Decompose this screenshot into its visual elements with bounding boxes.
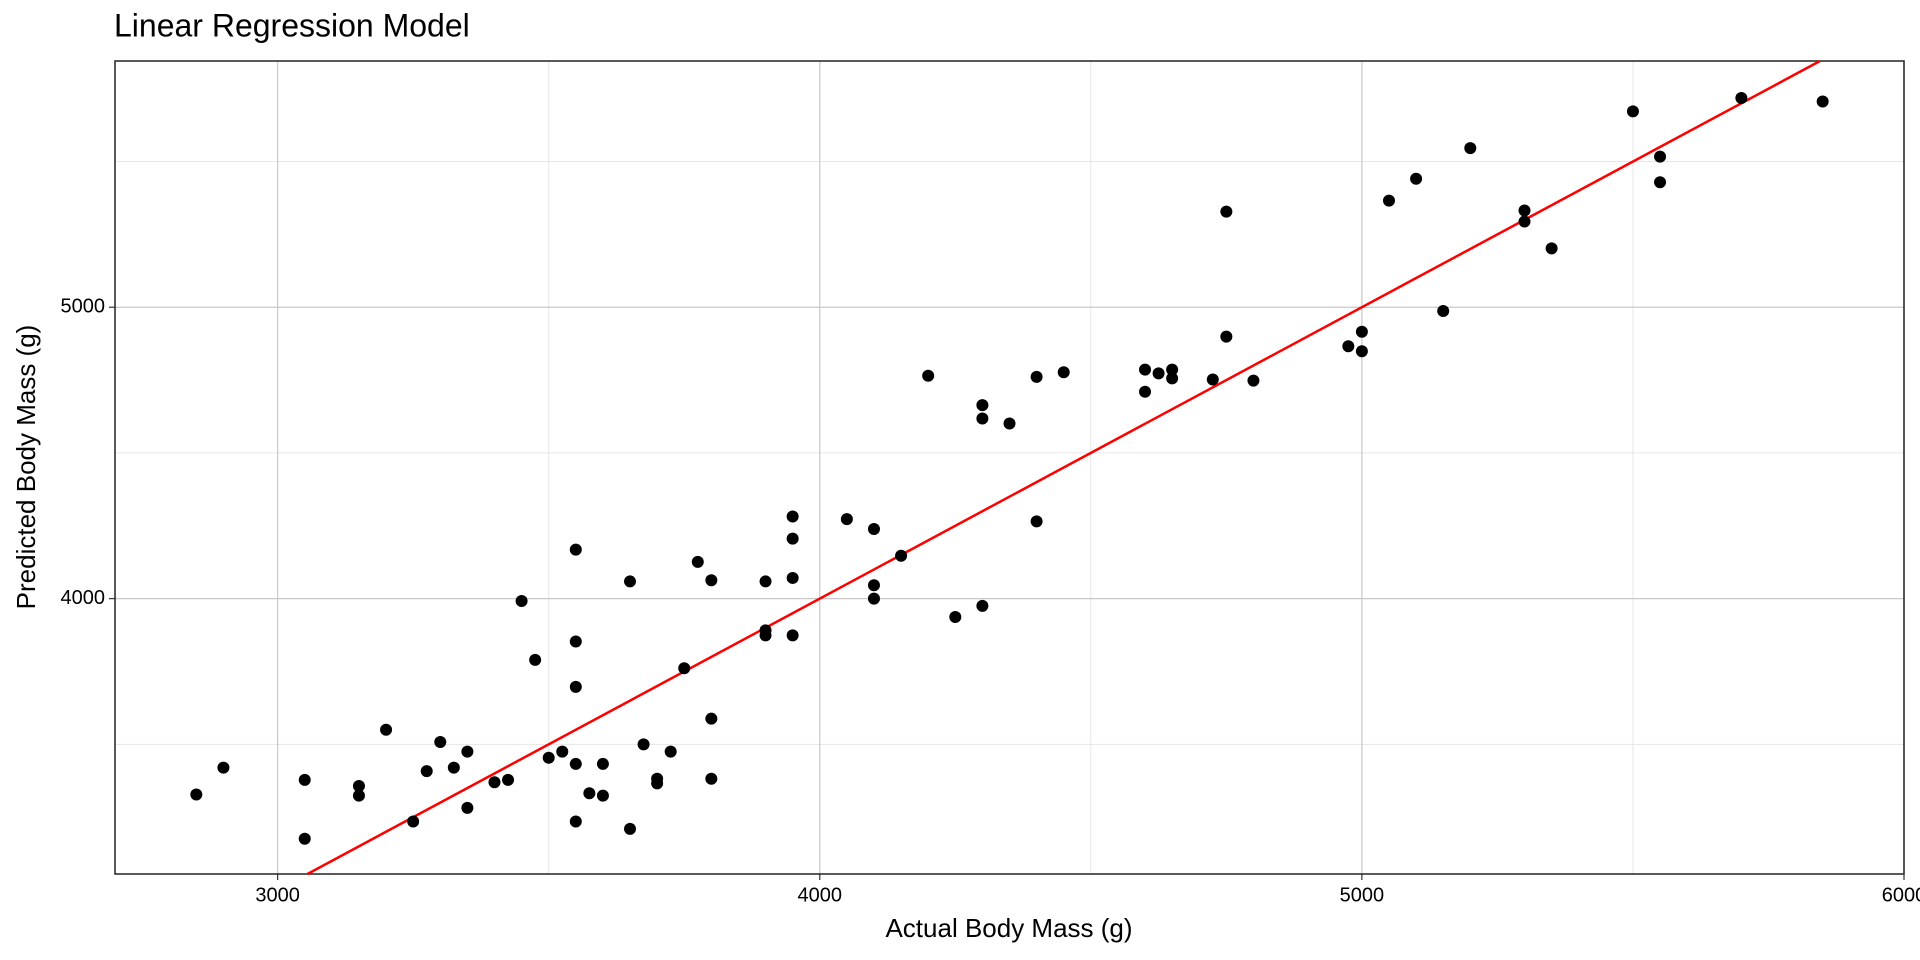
data-point	[678, 662, 691, 675]
data-point	[976, 412, 989, 425]
data-point	[1152, 367, 1165, 380]
data-point	[488, 776, 501, 789]
data-point	[1816, 95, 1829, 108]
chart-title: Linear Regression Model	[114, 7, 470, 43]
data-point	[1735, 92, 1748, 105]
data-point	[1030, 370, 1043, 383]
data-point	[217, 761, 230, 774]
data-point	[596, 789, 609, 802]
data-point	[691, 555, 704, 568]
data-point	[515, 594, 528, 607]
data-point	[664, 745, 677, 758]
data-point	[380, 723, 393, 736]
data-point	[949, 610, 962, 623]
data-point	[298, 773, 311, 786]
data-point	[786, 510, 799, 523]
x-tick-label: 4000	[798, 884, 843, 906]
data-point	[895, 549, 908, 562]
x-tick-label: 6000	[1882, 884, 1920, 906]
data-point	[407, 815, 420, 828]
data-point	[651, 777, 664, 790]
data-point	[1166, 372, 1179, 385]
plot-border	[114, 60, 1905, 875]
data-point	[637, 738, 650, 751]
data-point	[569, 680, 582, 693]
data-point	[1220, 330, 1233, 343]
data-point	[705, 712, 718, 725]
data-point	[529, 653, 542, 666]
data-point	[705, 772, 718, 785]
data-point	[1355, 345, 1368, 358]
data-point	[502, 773, 515, 786]
y-axis-title: Predicted Body Mass (g)	[11, 325, 41, 610]
data-point	[1247, 374, 1260, 387]
data-point	[976, 399, 989, 412]
data-point	[624, 822, 637, 835]
data-point	[1003, 417, 1016, 430]
data-point	[298, 832, 311, 845]
data-point	[1166, 363, 1179, 376]
data-point	[922, 369, 935, 382]
data-point	[1654, 176, 1667, 189]
y-tick-label: 4000	[61, 587, 106, 609]
data-point	[596, 757, 609, 770]
data-point	[624, 575, 637, 588]
data-point	[1518, 215, 1531, 228]
data-point	[1057, 366, 1070, 379]
fit-line	[306, 59, 1821, 876]
data-point	[976, 599, 989, 612]
data-point	[786, 629, 799, 642]
y-tick-label: 5000	[61, 296, 106, 318]
data-point	[1410, 172, 1423, 185]
data-point	[461, 801, 474, 814]
data-point	[569, 815, 582, 828]
data-point	[352, 779, 365, 792]
data-point	[1654, 150, 1667, 163]
data-point	[1030, 515, 1043, 528]
data-point	[1626, 105, 1639, 118]
data-point	[569, 635, 582, 648]
data-point	[569, 543, 582, 556]
data-point	[1342, 340, 1355, 353]
data-point	[759, 629, 772, 642]
x-tick-label: 3000	[255, 884, 300, 906]
data-point	[786, 571, 799, 584]
data-point	[190, 788, 203, 801]
data-point	[1545, 242, 1558, 255]
data-point	[1382, 194, 1395, 207]
data-point	[759, 575, 772, 588]
data-point	[447, 761, 460, 774]
data-point	[840, 513, 853, 526]
data-point	[1139, 385, 1152, 398]
data-point	[786, 532, 799, 545]
data-point	[542, 751, 555, 764]
data-point	[1139, 363, 1152, 376]
data-point	[1437, 305, 1450, 318]
data-point	[867, 592, 880, 605]
data-point	[583, 787, 596, 800]
data-point	[556, 745, 569, 758]
data-point	[461, 745, 474, 758]
data-point	[867, 579, 880, 592]
data-point	[1206, 373, 1219, 386]
data-point	[352, 789, 365, 802]
x-axis-title: Actual Body Mass (g)	[885, 913, 1132, 943]
data-point	[1464, 142, 1477, 155]
x-tick-label: 5000	[1340, 884, 1385, 906]
data-point	[569, 757, 582, 770]
data-point	[1355, 325, 1368, 338]
data-point	[434, 735, 447, 748]
data-point	[705, 574, 718, 587]
data-point	[420, 765, 433, 778]
data-point	[1518, 204, 1531, 217]
data-point	[1220, 205, 1233, 218]
data-point	[867, 522, 880, 535]
